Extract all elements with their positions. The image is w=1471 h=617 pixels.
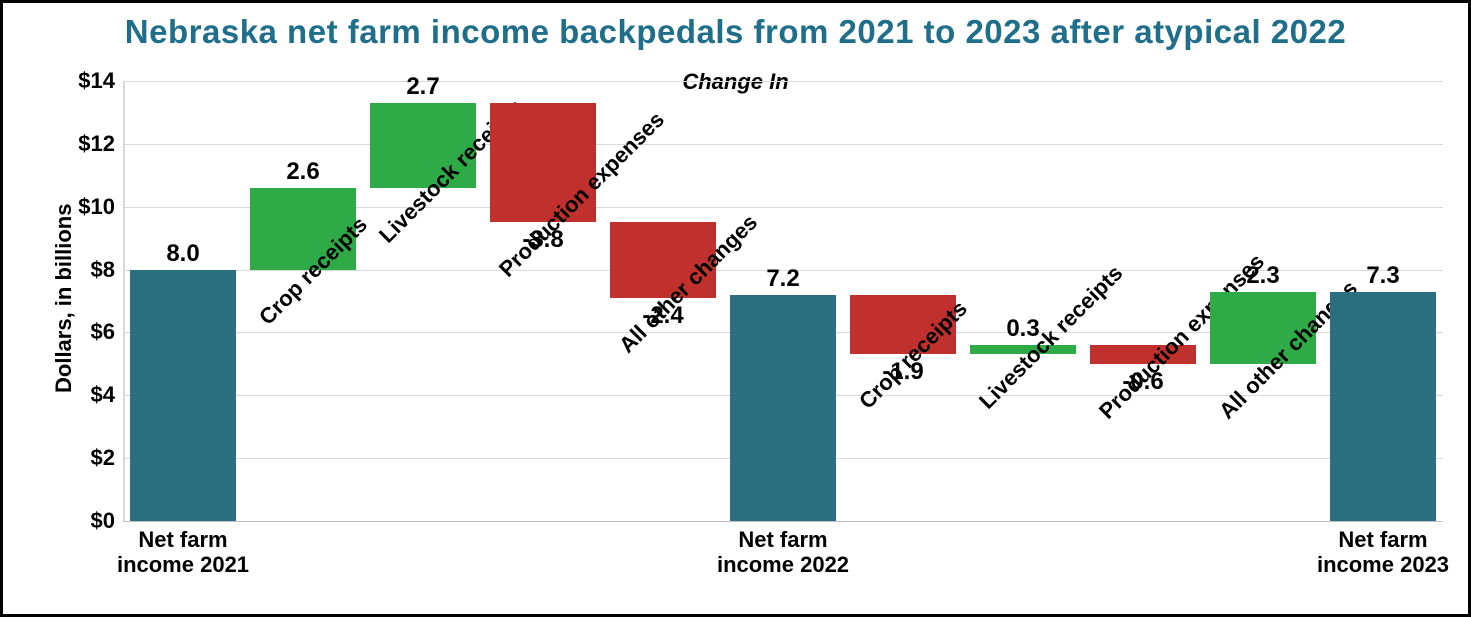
bar-value-label: 2.3 — [1246, 262, 1279, 290]
category-label: Net farm income 2021 — [117, 527, 249, 578]
bar-value-label: 8.0 — [166, 240, 199, 268]
y-tick-label: $8 — [91, 257, 123, 283]
bar-total — [130, 270, 236, 521]
chart-container: Nebraska net farm income backpedals from… — [0, 0, 1471, 617]
category-label: Livestock receipts — [974, 261, 1128, 415]
y-tick-label: $2 — [91, 445, 123, 471]
y-tick-label: $4 — [91, 382, 123, 408]
chart-title: Nebraska net farm income backpedals from… — [3, 13, 1468, 51]
bar-value-label: 2.7 — [406, 73, 439, 101]
y-tick-label: $12 — [78, 131, 123, 157]
bar-value-label: 2.6 — [286, 158, 319, 186]
plot-area: $0$2$4$6$8$10$12$148.0Net farm income 20… — [123, 81, 1443, 521]
gridline — [123, 144, 1443, 145]
y-tick-label: $14 — [78, 68, 123, 94]
bar-value-label: 7.3 — [1366, 262, 1399, 290]
plot: $0$2$4$6$8$10$12$148.0Net farm income 20… — [123, 81, 1443, 521]
gridline — [123, 521, 1443, 522]
y-tick-label: $10 — [78, 194, 123, 220]
y-tick-label: $6 — [91, 319, 123, 345]
bar-value-label: 7.2 — [766, 265, 799, 293]
category-label: Net farm income 2023 — [1317, 527, 1449, 578]
bar-total — [1330, 292, 1436, 521]
gridline — [123, 81, 1443, 82]
category-label: Net farm income 2022 — [717, 527, 849, 578]
bar-total — [730, 295, 836, 521]
y-axis-title: Dollars, in billions — [51, 204, 77, 393]
y-axis-line — [123, 81, 125, 521]
